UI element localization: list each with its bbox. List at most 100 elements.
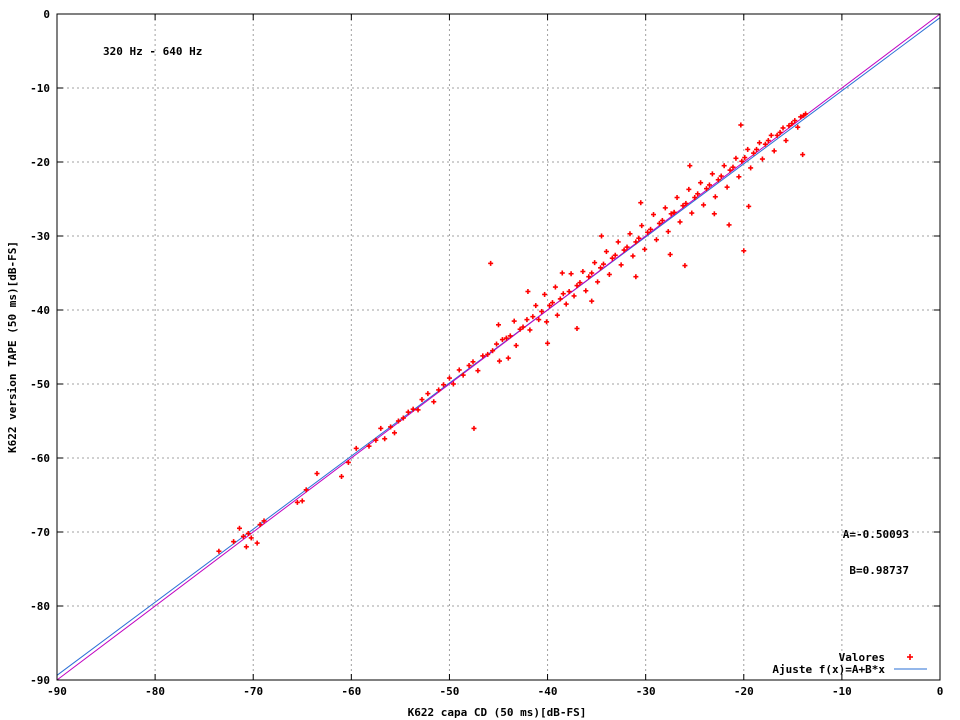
data-point <box>603 249 609 255</box>
y-tick-label: -40 <box>30 304 50 317</box>
data-point <box>536 317 542 323</box>
data-point <box>795 124 801 130</box>
y-tick-label: -60 <box>30 452 50 465</box>
x-tick-label: -10 <box>832 685 852 698</box>
x-tick-label: -80 <box>145 685 165 698</box>
data-point <box>703 186 709 192</box>
fit-line-layer <box>56 13 941 681</box>
data-point <box>759 156 765 162</box>
x-tick-label: -30 <box>636 685 656 698</box>
data-point <box>480 353 486 359</box>
data-point <box>592 260 598 266</box>
data-point <box>724 184 730 190</box>
data-point <box>680 203 686 209</box>
data-point <box>701 202 707 208</box>
data-point <box>494 341 500 347</box>
data-point <box>656 220 662 226</box>
data-point <box>245 530 251 536</box>
data-point <box>542 291 548 297</box>
data-point <box>748 165 754 171</box>
y-tick-label: -50 <box>30 378 50 391</box>
grid-layer <box>57 14 940 680</box>
data-point <box>721 163 727 169</box>
data-point <box>586 274 592 280</box>
legend-marker-valores <box>907 654 913 660</box>
data-point <box>314 471 320 477</box>
y-tick-label: -20 <box>30 156 50 169</box>
data-point <box>547 303 553 309</box>
data-point <box>410 406 416 412</box>
y-tick-label: -90 <box>30 674 50 687</box>
data-point <box>415 407 421 413</box>
data-point <box>520 324 526 330</box>
data-point <box>706 182 712 188</box>
data-point <box>240 533 246 539</box>
x-axis-title: K622 capa CD (50 ms)[dB-FS] <box>408 706 587 719</box>
x-tick-label: 0 <box>937 685 944 698</box>
data-point <box>527 327 533 333</box>
data-point <box>560 291 566 297</box>
data-point <box>633 239 639 245</box>
data-point <box>736 174 742 180</box>
data-point <box>668 211 674 217</box>
x-tick-label: -40 <box>538 685 558 698</box>
data-point <box>789 121 795 127</box>
data-point <box>257 522 263 528</box>
data-point <box>665 229 671 235</box>
data-point <box>638 200 644 206</box>
tick-layer: -90 -80 -70 -60 -50 -40 -30 -20 -10 0 -90 -80 -70 -60… <box>30 8 943 698</box>
data-point <box>216 548 222 554</box>
data-point <box>711 211 717 217</box>
data-point <box>294 499 300 505</box>
data-point <box>574 283 580 289</box>
data-point <box>765 138 771 144</box>
data-point <box>618 262 624 268</box>
data-point <box>505 355 511 361</box>
data-point <box>431 399 437 405</box>
data-point <box>648 226 654 232</box>
coef-b-annotation: B=0.98737 <box>849 564 909 577</box>
data-point <box>662 205 668 211</box>
data-point <box>470 359 476 365</box>
data-point <box>496 322 501 328</box>
data-point <box>695 191 701 197</box>
data-point <box>738 122 744 128</box>
data-point <box>786 123 792 129</box>
data-point <box>606 271 612 277</box>
data-point <box>677 219 683 225</box>
data-point <box>733 155 739 161</box>
data-point <box>425 391 431 397</box>
data-point <box>727 167 733 173</box>
y-tick-label: -70 <box>30 526 50 539</box>
data-point <box>777 129 783 135</box>
legend: Valores Ajuste f(x)=A+B*x <box>772 651 927 676</box>
data-point <box>783 138 789 144</box>
data-point <box>754 146 760 152</box>
data-point <box>671 209 677 215</box>
data-point <box>686 186 692 192</box>
data-point <box>524 317 530 323</box>
data-point <box>441 382 447 388</box>
data-point <box>566 289 572 294</box>
data-point <box>756 140 762 146</box>
data-point <box>577 280 583 286</box>
data-point <box>345 459 351 465</box>
data-point <box>674 195 680 201</box>
data-point <box>552 284 558 290</box>
data-point <box>254 540 260 546</box>
x-tick-label: -50 <box>440 685 460 698</box>
data-point <box>615 239 621 245</box>
data-point <box>503 335 509 341</box>
data-point <box>549 300 555 306</box>
data-point <box>771 148 777 154</box>
y-tick-label: -10 <box>30 82 50 95</box>
data-point <box>636 235 642 241</box>
data-point <box>559 270 565 276</box>
data-point <box>609 255 615 261</box>
data-point <box>574 326 580 331</box>
data-point <box>554 312 560 318</box>
data-point <box>388 424 394 430</box>
data-point <box>633 274 639 280</box>
legend-label-fit: Ajuste f(x)=A+B*x <box>772 663 885 676</box>
